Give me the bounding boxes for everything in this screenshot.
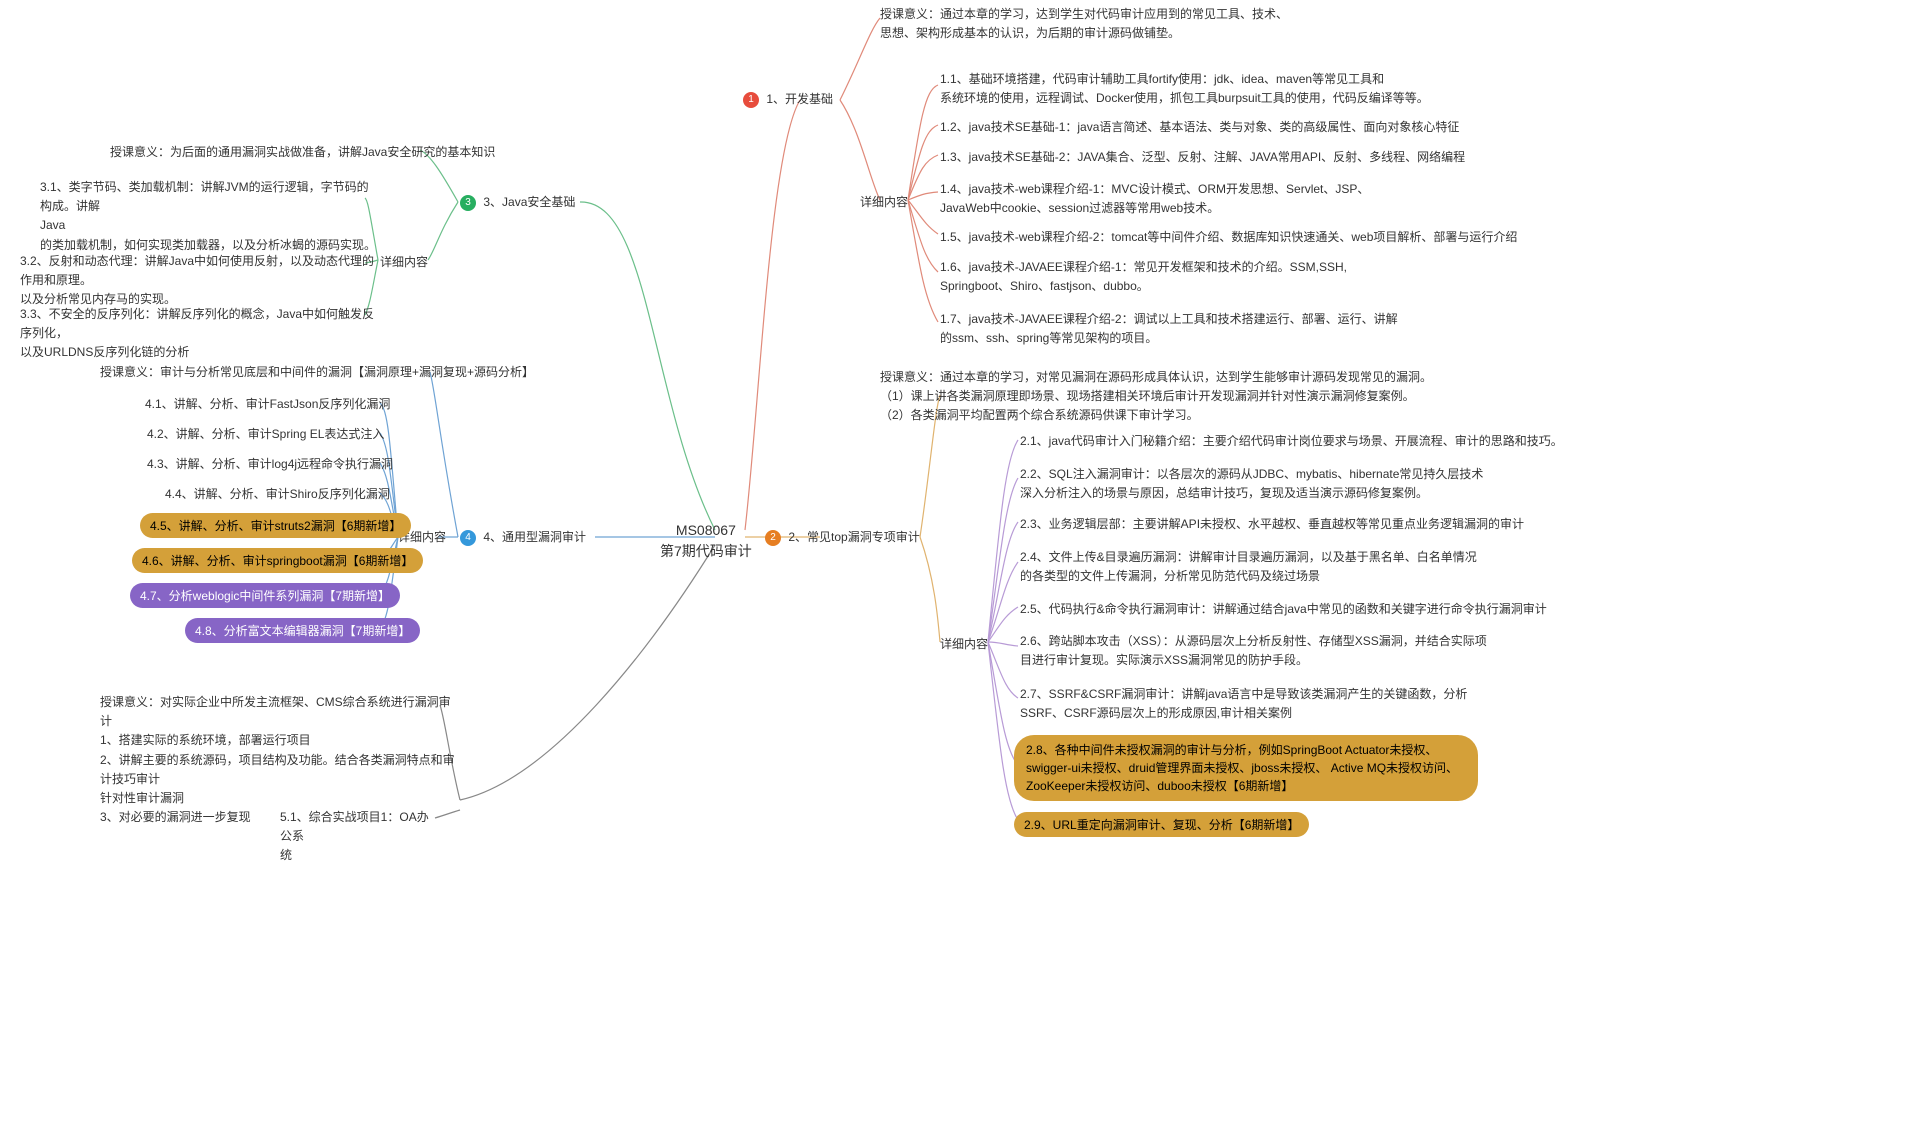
b3-intro: 授课意义：为后面的通用漏洞实战做准备，讲解Java安全研究的基本知识 [110,143,495,160]
center-line1: MS08067 [676,522,736,538]
branch-1[interactable]: 1 1、开发基础 [743,90,833,108]
b1-item-4: 1.4、java技术-web课程介绍-1：MVC设计模式、ORM开发思想、Ser… [940,180,1440,218]
b4-intro: 授课意义：审计与分析常见底层和中间件的漏洞【漏洞原理+漏洞复现+源码分析】 [100,363,534,380]
b2-intro: 授课意义：通过本章的学习，对常见漏洞在源码形成具体认识，达到学生能够审计源码发现… [880,368,1460,426]
center-node: MS08067 第7期代码审计 [660,520,752,562]
b2-item-1: 2.1、java代码审计入门秘籍介绍：主要介绍代码审计岗位要求与场景、开展流程、… [1020,432,1563,449]
branch-3[interactable]: 3 3、Java安全基础 [460,193,575,211]
b1-item-6: 1.6、java技术-JAVAEE课程介绍-1：常见开发框架和技术的介绍。SSM… [940,258,1440,296]
branch-1-label: 1、开发基础 [766,92,833,106]
b1-item-2: 1.2、java技术SE基础-1：java语言简述、基本语法、类与对象、类的高级… [940,118,1459,135]
b3-item-1: 3.1、类字节码、类加载机制：讲解JVM的运行逻辑，字节码的构成。讲解Java的… [40,178,380,255]
badge-3: 3 [460,195,476,211]
branch-4[interactable]: 4 4、通用型漏洞审计 [460,528,586,546]
center-line2: 第7期代码审计 [660,543,752,559]
b1-intro: 授课意义：通过本章的学习，达到学生对代码审计应用到的常见工具、技术、思想、架构形… [880,5,1400,43]
b1-item-3: 1.3、java技术SE基础-2：JAVA集合、泛型、反射、注解、JAVA常用A… [940,148,1465,165]
b4-pill-6[interactable]: 4.6、讲解、分析、审计springboot漏洞【6期新增】 [132,548,423,573]
b2-item-7: 2.7、SSRF&CSRF漏洞审计：讲解java语言中是导致该类漏洞产生的关键函… [1020,685,1520,723]
b4-pill-7[interactable]: 4.7、分析weblogic中间件系列漏洞【7期新增】 [130,583,400,608]
b5-item-1: 5.1、综合实战项目1：OA办公系统 [280,808,440,866]
b2-item-3: 2.3、业务逻辑层部：主要讲解API未授权、水平越权、垂直越权等常见重点业务逻辑… [1020,515,1524,532]
branch-4-label: 4、通用型漏洞审计 [483,530,586,544]
b2-pill-9[interactable]: 2.9、URL重定向漏洞审计、复现、分析【6期新增】 [1014,812,1309,837]
badge-2: 2 [765,530,781,546]
b2-detail-label: 详细内容 [940,635,988,652]
branch-2-label: 2、常见top漏洞专项审计 [788,530,919,544]
b2-item-4: 2.4、文件上传&目录遍历漏洞：讲解审计目录遍历漏洞，以及基于黑名单、白名单情况… [1020,548,1520,586]
b1-detail-label: 详细内容 [860,193,908,210]
b4-item-2: 4.2、讲解、分析、审计Spring EL表达式注入 [147,425,384,442]
b4-pill-8[interactable]: 4.8、分析富文本编辑器漏洞【7期新增】 [185,618,420,643]
branch-2[interactable]: 2 2、常见top漏洞专项审计 [765,528,920,546]
b4-item-4: 4.4、讲解、分析、审计Shiro反序列化漏洞 [165,485,390,502]
b3-item-3: 3.3、不安全的反序列化：讲解反序列化的概念，Java中如何触发反序列化，以及U… [20,305,380,363]
b2-item-6: 2.6、跨站脚本攻击（XSS）：从源码层次上分析反射性、存储型XSS漏洞，并结合… [1020,632,1520,670]
b1-item-1: 1.1、基础环境搭建，代码审计辅助工具fortify使用：jdk、idea、ma… [940,70,1440,108]
b1-item-5: 1.5、java技术-web课程介绍-2：tomcat等中间件介绍、数据库知识快… [940,228,1517,245]
b2-item-2: 2.2、SQL注入漏洞审计：以各层次的源码从JDBC、mybatis、hiber… [1020,465,1520,503]
b3-detail-label: 详细内容 [380,253,428,270]
b2-pill-8[interactable]: 2.8、各种中间件未授权漏洞的审计与分析，例如SpringBoot Actuat… [1014,735,1478,801]
b4-pill-5[interactable]: 4.5、讲解、分析、审计struts2漏洞【6期新增】 [140,513,411,538]
b3-item-2: 3.2、反射和动态代理：讲解Java中如何使用反射，以及动态代理的作用和原理。以… [20,252,380,310]
branch-3-label: 3、Java安全基础 [483,195,575,209]
b4-item-3: 4.3、讲解、分析、审计log4j远程命令执行漏洞 [147,455,393,472]
b1-item-7: 1.7、java技术-JAVAEE课程介绍-2：调试以上工具和技术搭建运行、部署… [940,310,1440,348]
badge-1: 1 [743,92,759,108]
b4-item-1: 4.1、讲解、分析、审计FastJson反序列化漏洞 [145,395,390,412]
badge-4: 4 [460,530,476,546]
b2-item-5: 2.5、代码执行&命令执行漏洞审计：讲解通过结合java中常见的函数和关键字进行… [1020,600,1547,617]
